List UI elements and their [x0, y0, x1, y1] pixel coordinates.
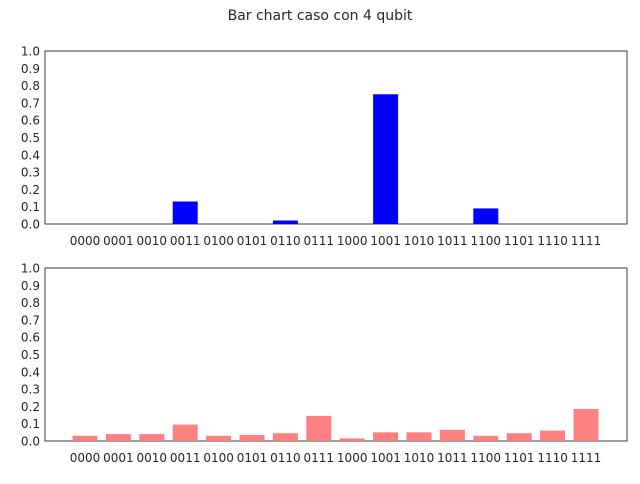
- x-tick-label: 0000: [70, 234, 101, 248]
- x-tick-label: 1010: [404, 234, 435, 248]
- x-tick-label: 1100: [471, 451, 502, 465]
- bar-1101: [506, 433, 532, 441]
- bar-1010: [406, 432, 432, 441]
- x-tick-label: 0010: [137, 234, 168, 248]
- x-tick-label: 0111: [304, 234, 335, 248]
- y-tick-label: 0.6: [21, 114, 40, 128]
- bar-1110: [540, 430, 566, 441]
- y-tick-label: 0.3: [21, 383, 40, 397]
- bar-0011: [172, 424, 198, 441]
- y-tick-label: 0.0: [21, 218, 40, 232]
- bar-0001: [105, 434, 131, 441]
- x-tick-label: 0010: [137, 451, 168, 465]
- bar-0000: [72, 435, 98, 441]
- y-tick-label: 0.1: [21, 200, 40, 214]
- x-tick-label: 1011: [437, 234, 468, 248]
- y-tick-label: 0.8: [21, 79, 40, 93]
- x-tick-label: 1111: [571, 234, 602, 248]
- y-tick-label: 0.1: [21, 417, 40, 431]
- bar-1100: [473, 208, 499, 224]
- x-tick-label: 1111: [571, 451, 602, 465]
- y-tick-label: 0.8: [21, 296, 40, 310]
- x-tick-label: 0101: [237, 451, 268, 465]
- x-tick-label: 0001: [103, 234, 134, 248]
- y-tick-label: 0.5: [21, 131, 40, 145]
- x-tick-label: 1011: [437, 451, 468, 465]
- x-tick-label: 0110: [270, 451, 301, 465]
- x-tick-label: 1010: [404, 451, 435, 465]
- bar-0101: [239, 434, 265, 441]
- y-tick-label: 0.9: [21, 62, 40, 76]
- x-tick-label: 1001: [370, 451, 401, 465]
- y-tick-label: 0.0: [21, 435, 40, 449]
- bar-1111: [573, 408, 599, 441]
- bar-1100: [473, 435, 499, 441]
- y-tick-label: 1.0: [21, 45, 40, 59]
- x-tick-label: 1000: [337, 234, 368, 248]
- x-tick-label: 0110: [270, 234, 301, 248]
- bar-0010: [139, 434, 165, 441]
- y-tick-label: 0.9: [21, 279, 40, 293]
- bar-0111: [306, 415, 332, 441]
- plot-frame-2: [44, 267, 628, 442]
- x-tick-label: 1101: [504, 451, 535, 465]
- x-tick-label: 0100: [203, 451, 234, 465]
- bar-0110: [272, 220, 298, 224]
- y-tick-label: 0.4: [21, 148, 40, 162]
- x-tick-label: 1100: [471, 234, 502, 248]
- y-tick-label: 0.7: [21, 96, 40, 110]
- y-tick-label: 0.3: [21, 166, 40, 180]
- y-tick-label: 0.7: [21, 313, 40, 327]
- y-tick-label: 0.4: [21, 365, 40, 379]
- bar-0100: [206, 435, 232, 441]
- x-tick-label: 1110: [537, 234, 568, 248]
- x-tick-label: 1101: [504, 234, 535, 248]
- bar-1011: [439, 429, 465, 441]
- chart-suptitle: Bar chart caso con 4 qubit: [227, 8, 413, 24]
- y-tick-label: 0.2: [21, 400, 40, 414]
- y-tick-label: 1.0: [21, 262, 40, 276]
- y-tick-label: 0.2: [21, 183, 40, 197]
- x-tick-label: 0111: [304, 451, 335, 465]
- bar-1000: [339, 438, 365, 441]
- bar-1001: [373, 94, 399, 224]
- x-tick-label: 1000: [337, 451, 368, 465]
- y-tick-label: 0.6: [21, 331, 40, 345]
- x-tick-label: 0011: [170, 234, 201, 248]
- x-tick-label: 1110: [537, 451, 568, 465]
- x-tick-label: 0011: [170, 451, 201, 465]
- bar-1001: [373, 432, 399, 441]
- x-tick-label: 0101: [237, 234, 268, 248]
- x-tick-label: 1001: [370, 234, 401, 248]
- bar-0011: [172, 201, 198, 224]
- x-tick-label: 0001: [103, 451, 134, 465]
- x-tick-label: 0000: [70, 451, 101, 465]
- bar-0110: [272, 433, 298, 441]
- x-tick-label: 0100: [203, 234, 234, 248]
- plot-frame-1: [44, 50, 628, 225]
- y-tick-label: 0.5: [21, 348, 40, 362]
